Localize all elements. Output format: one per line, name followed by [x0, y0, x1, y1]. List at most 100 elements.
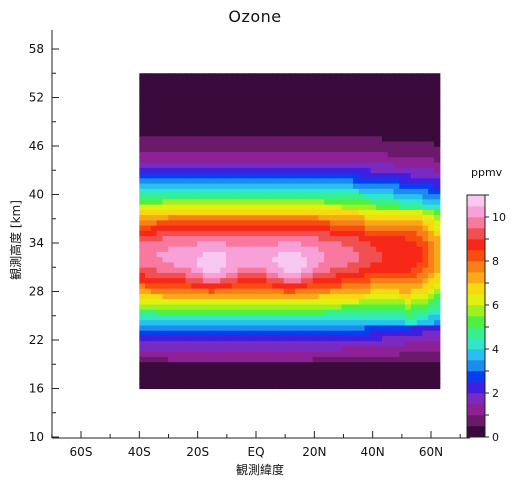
heatmap-cell [208, 262, 216, 269]
heatmap-cell [399, 341, 406, 348]
heatmap-cell [168, 367, 175, 374]
heatmap-cell [220, 199, 227, 206]
heatmap-cell [370, 99, 377, 106]
heatmap-cell [254, 341, 262, 348]
y-tick-label: 52 [29, 91, 44, 105]
heatmap-cell [289, 362, 296, 369]
heatmap-cell [202, 183, 210, 190]
heatmap-cell [156, 209, 164, 216]
heatmap-cell [220, 283, 227, 290]
heatmap-cell [399, 293, 406, 300]
heatmap-cell [277, 241, 285, 248]
heatmap-cell [353, 183, 360, 190]
heatmap-cell [433, 194, 441, 200]
heatmap-cell [214, 146, 221, 153]
heatmap-cell [266, 314, 273, 321]
heatmap-cell [168, 383, 175, 390]
heatmap-cell [376, 299, 383, 306]
heatmap-cell [243, 288, 250, 295]
heatmap-cell [370, 330, 377, 337]
heatmap-cell [381, 367, 389, 374]
heatmap-cell [254, 209, 262, 216]
heatmap-cell [433, 383, 441, 390]
heatmap-cell [231, 115, 239, 122]
heatmap-cell [272, 293, 279, 300]
heatmap-cell [306, 215, 314, 221]
heatmap-cell [243, 246, 250, 253]
heatmap-cell [179, 325, 187, 332]
heatmap-cell [376, 320, 383, 327]
heatmap-cell [150, 262, 158, 269]
heatmap-cell [150, 377, 158, 384]
heatmap-cell [364, 330, 372, 337]
heatmap-cell [416, 183, 424, 190]
heatmap-cell [220, 209, 227, 216]
heatmap-cell [341, 73, 348, 80]
heatmap-cell [347, 162, 354, 169]
heatmap-cell [162, 251, 169, 258]
heatmap-cell [289, 309, 296, 316]
heatmap-cell [306, 183, 314, 190]
heatmap-cell [295, 199, 302, 206]
heatmap-cell [422, 267, 429, 274]
heatmap-cell [358, 183, 366, 190]
heatmap-cell [399, 178, 406, 185]
heatmap-cell [231, 183, 239, 190]
heatmap-cell [237, 320, 244, 327]
heatmap-cell [174, 199, 181, 206]
heatmap-cell [150, 309, 158, 316]
heatmap-cell [156, 272, 164, 279]
heatmap-cell [208, 278, 216, 285]
heatmap-cell [283, 99, 291, 106]
heatmap-cell [179, 225, 187, 232]
heatmap-cell [358, 346, 366, 353]
heatmap-cell [179, 377, 187, 384]
heatmap-cell [335, 236, 343, 242]
heatmap-cell [387, 225, 395, 232]
heatmap-cell [214, 272, 221, 279]
heatmap-cell [220, 194, 227, 200]
heatmap-cell [422, 167, 429, 174]
heatmap-cell [145, 110, 152, 116]
heatmap-cell [341, 83, 348, 90]
heatmap-cell [433, 115, 441, 122]
heatmap-cell [364, 183, 372, 190]
heatmap-cell [306, 199, 314, 206]
colorbar-title: ppmv [471, 166, 503, 179]
heatmap-cell [393, 325, 400, 332]
heatmap-cell [329, 262, 337, 269]
heatmap-cell [179, 215, 187, 221]
heatmap-cell [179, 251, 187, 258]
heatmap-cell [191, 120, 198, 127]
heatmap-cell [185, 241, 192, 248]
heatmap-cell [168, 272, 175, 279]
heatmap-cell [202, 94, 210, 101]
heatmap-cell [312, 125, 320, 132]
heatmap-cell [405, 236, 412, 242]
heatmap-cell [422, 115, 429, 122]
heatmap-cell [318, 267, 325, 274]
heatmap-cell [318, 104, 325, 111]
heatmap-cell [231, 173, 239, 179]
heatmap-cell [162, 104, 169, 111]
heatmap-cell [254, 141, 262, 148]
heatmap-cell [249, 78, 256, 85]
heatmap-cell [387, 351, 395, 358]
heatmap-cell [376, 356, 383, 363]
heatmap-cell [347, 304, 354, 311]
heatmap-cell [237, 314, 244, 321]
heatmap-cell [312, 372, 320, 379]
heatmap-cell [358, 220, 366, 227]
heatmap-cell [225, 131, 233, 137]
heatmap-cell [393, 320, 400, 327]
heatmap-cell [306, 204, 314, 211]
heatmap-cell [139, 304, 146, 311]
heatmap-cell [376, 83, 383, 90]
heatmap-cell [422, 236, 429, 242]
heatmap-cell [376, 125, 383, 132]
heatmap-cell [289, 356, 296, 363]
heatmap-cell [364, 146, 372, 153]
heatmap-cell [156, 346, 164, 353]
heatmap-cell [428, 141, 435, 148]
